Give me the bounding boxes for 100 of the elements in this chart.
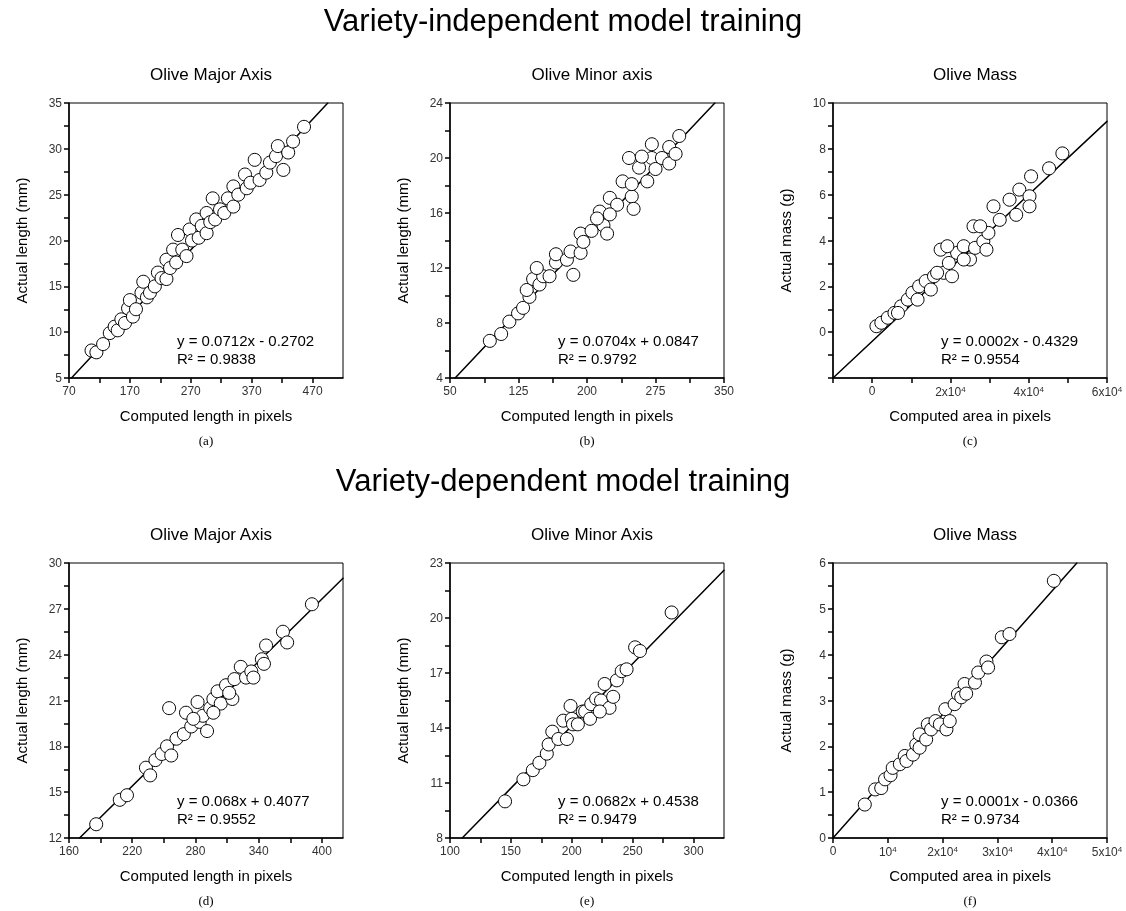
y-tick-label: 8 xyxy=(436,831,444,845)
x-axis-title: Computed length in pixels xyxy=(500,407,674,424)
x-axis-title: Computed length in pixels xyxy=(500,867,674,884)
point xyxy=(227,672,242,687)
annotation: R² = 0.9554 xyxy=(941,350,1020,367)
point xyxy=(213,696,228,711)
y-tick-label: 4 xyxy=(819,647,827,662)
text: (f) xyxy=(963,893,977,908)
point xyxy=(280,635,295,650)
point xyxy=(541,737,556,752)
y-tick-label: 11 xyxy=(430,776,444,790)
annotation: R² = 0.9552 xyxy=(177,810,256,827)
point xyxy=(973,219,988,234)
y-tick-label: 18 xyxy=(48,739,63,754)
point xyxy=(945,269,959,284)
point xyxy=(498,794,513,809)
point xyxy=(143,768,158,783)
point xyxy=(583,711,598,726)
x-axis-title: Computed area in pixels xyxy=(889,407,1051,424)
point xyxy=(519,283,534,297)
y-tick-label: 24 xyxy=(48,647,63,662)
y-tick-label: 0 xyxy=(819,325,827,340)
point xyxy=(246,670,261,685)
y-tick-label: 2 xyxy=(819,739,827,754)
annotation: y = 0.0002x - 0.4329 xyxy=(941,332,1079,349)
y-tick-label: 24 xyxy=(429,96,444,110)
x-tick-label: 160 xyxy=(58,844,80,858)
y-tick-label: 4 xyxy=(819,233,827,248)
point xyxy=(171,228,185,242)
point xyxy=(956,239,971,254)
y-tick-label: 35 xyxy=(48,96,63,110)
x-tick-label: 70 xyxy=(62,384,76,398)
x-axis-title: Computed length in pixels xyxy=(119,407,293,424)
x-tick-label: 280 xyxy=(185,844,206,858)
y-tick-label: 0 xyxy=(819,831,827,845)
y-axis-title: Actual mass (g) xyxy=(777,188,794,293)
point xyxy=(959,686,974,701)
y-tick-label: 20 xyxy=(429,611,444,625)
y-tick-label: 5 xyxy=(55,371,63,385)
point xyxy=(281,145,296,160)
y-tick-label: 15 xyxy=(48,279,63,294)
y-tick-label: 4 xyxy=(436,371,444,385)
annotation: y = 0.0682x + 0.4538 xyxy=(558,792,699,809)
point xyxy=(169,255,184,270)
y-axis-title: Actual length (mm) xyxy=(13,177,30,304)
x-tick-label: 340 xyxy=(248,844,270,858)
text: Variety-dependent model training xyxy=(334,463,792,499)
x-tick-label: 300 xyxy=(683,844,704,858)
point xyxy=(644,137,659,152)
point xyxy=(128,302,143,317)
point xyxy=(590,211,605,226)
y-tick-label: 30 xyxy=(48,141,63,156)
point xyxy=(516,300,531,315)
annotation: R² = 0.9838 xyxy=(177,350,256,367)
y-tick-label: 14 xyxy=(429,721,444,735)
point xyxy=(923,282,938,297)
annotation: R² = 0.9479 xyxy=(558,810,637,827)
y-tick-label: 6 xyxy=(819,187,827,202)
point xyxy=(529,261,544,275)
point xyxy=(648,162,663,176)
chart-title: Olive Mass xyxy=(932,525,1018,544)
y-tick-label: 16 xyxy=(429,206,444,220)
point xyxy=(672,129,687,143)
point xyxy=(664,605,679,620)
y-tick-label: 8 xyxy=(436,316,444,330)
text: (c) xyxy=(962,433,978,448)
point xyxy=(548,247,563,262)
annotation: R² = 0.9792 xyxy=(558,350,637,367)
point xyxy=(205,191,220,206)
point xyxy=(1012,182,1027,197)
x-tick-label: 170 xyxy=(119,384,141,398)
point xyxy=(270,139,285,154)
y-tick-label: 20 xyxy=(429,151,444,165)
x-tick-label: 100 xyxy=(439,844,461,858)
text: (a) xyxy=(198,433,214,448)
y-tick-label: 2 xyxy=(819,279,827,294)
y-tick-label: 5 xyxy=(819,601,827,616)
point xyxy=(286,134,301,149)
point xyxy=(619,662,634,677)
point xyxy=(940,239,955,254)
y-axis-title: Actual length (mm) xyxy=(13,637,30,764)
y-tick-label: 21 xyxy=(48,693,63,708)
point xyxy=(1002,192,1017,207)
x-tick-label: 150 xyxy=(500,844,522,858)
y-tick-label: 12 xyxy=(48,831,63,845)
point xyxy=(1009,207,1024,222)
y-tick-label: 23 xyxy=(429,556,444,570)
y-tick-label: 10 xyxy=(812,96,827,110)
point xyxy=(164,748,179,763)
point xyxy=(930,265,945,280)
x-tick-label: 0 xyxy=(829,844,837,858)
point xyxy=(206,705,221,720)
y-tick-label: 1 xyxy=(819,785,827,800)
point xyxy=(136,274,151,289)
point xyxy=(1042,161,1057,176)
point xyxy=(96,337,111,352)
point xyxy=(942,714,957,729)
point xyxy=(992,212,1007,227)
y-tick-label: 8 xyxy=(819,141,827,156)
x-tick-label: 350 xyxy=(713,384,735,398)
